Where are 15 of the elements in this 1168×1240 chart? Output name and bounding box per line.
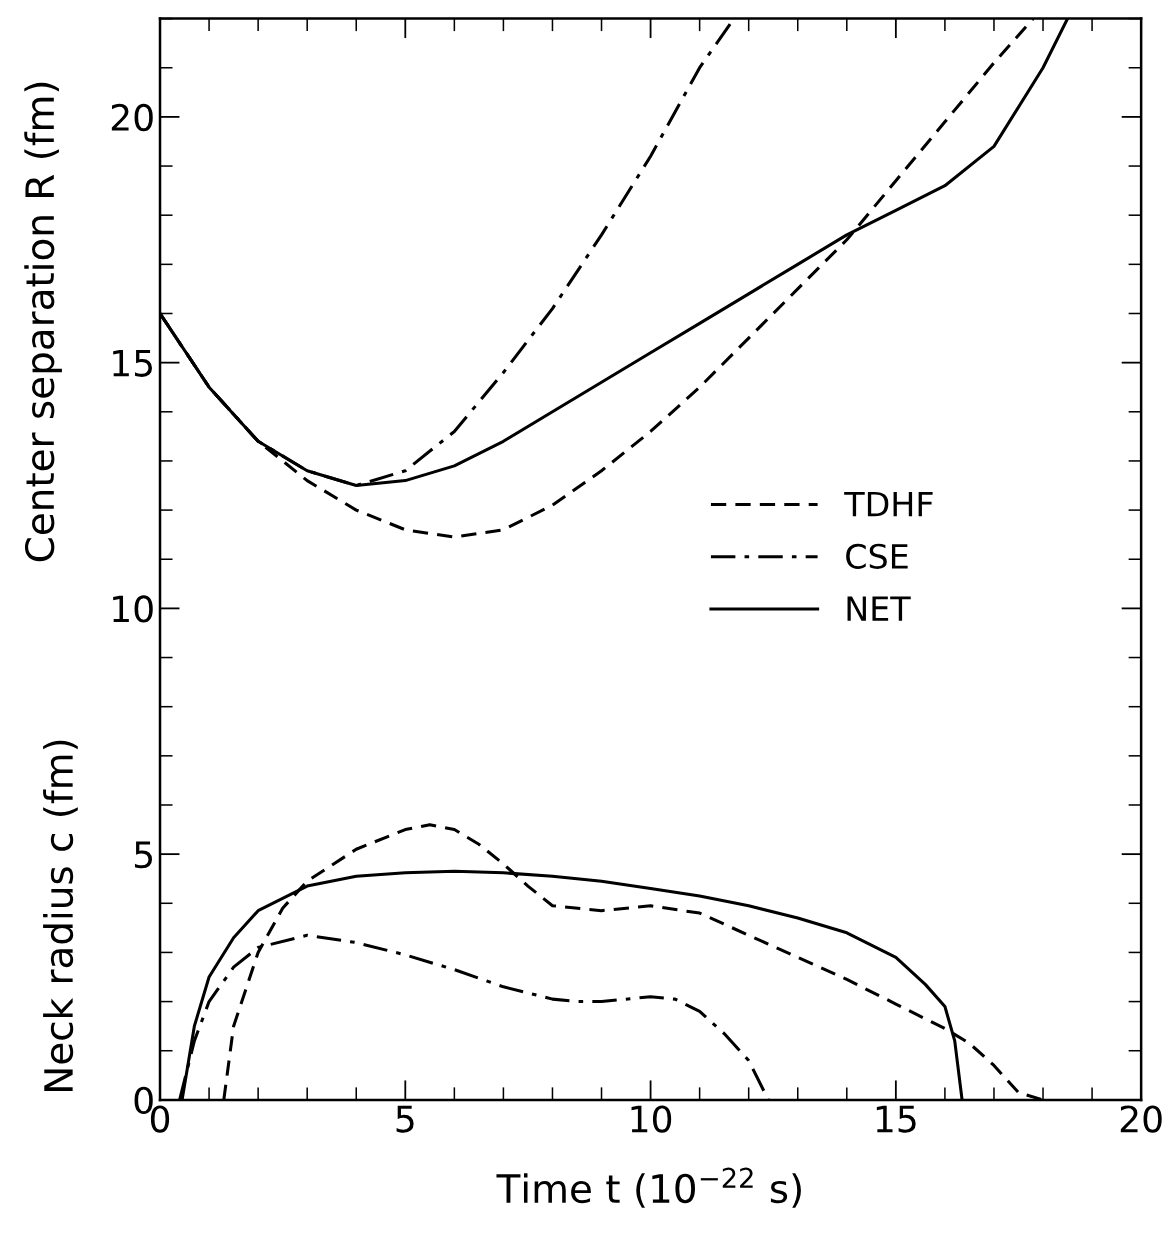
- y-axis-title: Center separation R (fm): [24, 82, 62, 562]
- y-tick-label: 15: [113, 350, 152, 377]
- x-tick-label: 10: [631, 1105, 672, 1133]
- y-tick-label: 0: [134, 1086, 153, 1115]
- x-axis-title: Time t (10$^{−22}$ s): [496, 1167, 801, 1208]
- x-tick-label: 5: [396, 1105, 414, 1133]
- legend-label: CSE: [846, 543, 908, 569]
- y-tick-label: 10: [113, 595, 153, 623]
- legend-label: NET: [847, 596, 911, 621]
- y-tick-label: 20: [111, 103, 153, 132]
- y-tick-label: 5: [134, 841, 152, 869]
- legend-label: TDHF: [844, 491, 933, 517]
- x-tick-label: 15: [876, 1105, 916, 1133]
- x-tick-label: 20: [1120, 1105, 1162, 1133]
- text: Neck radius c (fm): [43, 740, 78, 1091]
